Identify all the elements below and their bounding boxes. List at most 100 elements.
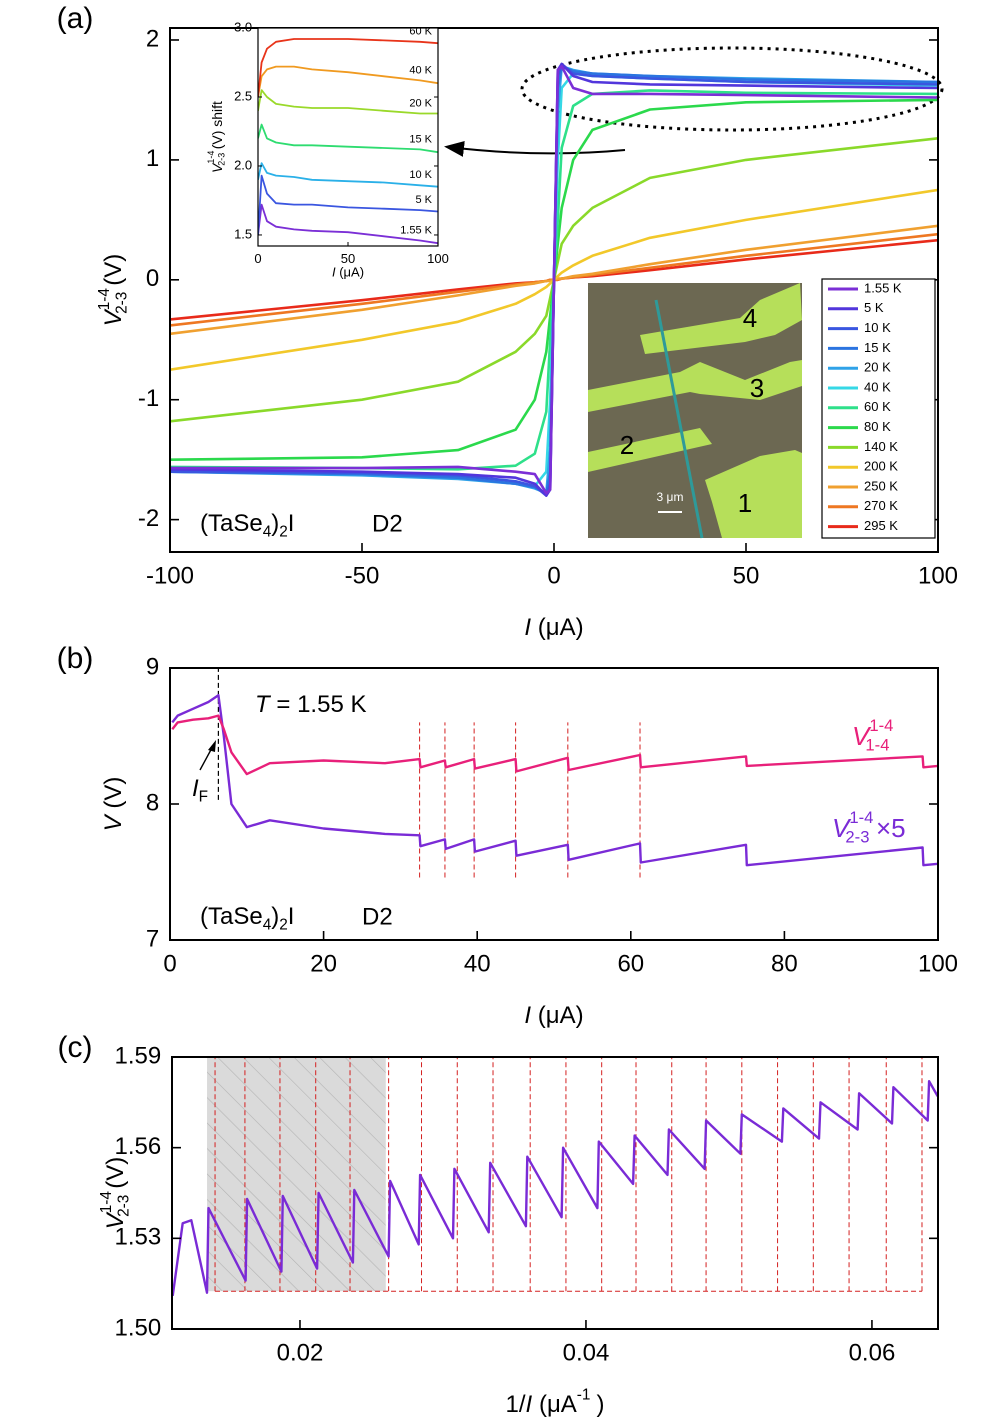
label: V1-42-3 (V) shift bbox=[206, 101, 226, 173]
x-tick-label: 100 bbox=[427, 251, 449, 266]
x-tick-label: 50 bbox=[733, 563, 760, 590]
label-part: V bbox=[832, 813, 852, 843]
if-arrowhead bbox=[208, 740, 216, 752]
label-part: V bbox=[100, 813, 127, 831]
data-line bbox=[258, 174, 438, 236]
legend-label: 250 K bbox=[864, 478, 898, 493]
x-tick-label: 0.06 bbox=[849, 1340, 896, 1367]
label-part: V bbox=[102, 1211, 129, 1229]
label-part: 1-4 bbox=[206, 151, 216, 164]
x-tick-label: -100 bbox=[146, 563, 194, 590]
x-tick-label: 40 bbox=[464, 951, 491, 978]
label: I (μA) bbox=[524, 614, 583, 641]
x-tick-label: 60 bbox=[617, 951, 644, 978]
x-tick-label: 80 bbox=[771, 951, 798, 978]
curve-label: 10 K bbox=[409, 169, 432, 181]
contact-label: 3 bbox=[750, 373, 764, 403]
label-part: 4 bbox=[263, 917, 272, 934]
contact-pad bbox=[588, 360, 802, 412]
legend-label: 200 K bbox=[864, 459, 898, 474]
curve-label: 15 K bbox=[409, 133, 432, 145]
contact-pad bbox=[588, 428, 712, 472]
label-part: ) bbox=[271, 510, 279, 537]
label-part: (μA) bbox=[538, 614, 584, 641]
y-axis-label: V1-42-3 (V) shift bbox=[206, 101, 226, 173]
y-tick-label: 2.0 bbox=[234, 157, 252, 172]
data-line bbox=[258, 162, 438, 188]
label-part: 4 bbox=[263, 524, 272, 541]
data-line bbox=[258, 65, 438, 98]
arrow bbox=[444, 140, 626, 157]
legend-label: 60 K bbox=[864, 399, 891, 414]
data-line bbox=[171, 694, 938, 867]
legend-label: 15 K bbox=[864, 340, 891, 355]
y-tick-label: -1 bbox=[138, 385, 159, 412]
x-tick-label: 0 bbox=[547, 563, 560, 590]
label: I (μA) bbox=[524, 1002, 583, 1029]
label-part: (V) bbox=[100, 777, 127, 809]
x-tick-label: 100 bbox=[918, 951, 958, 978]
label-part: 2 bbox=[279, 917, 288, 934]
microscope-image bbox=[588, 283, 802, 539]
legend-label: 10 K bbox=[864, 320, 891, 335]
contact-label: 1 bbox=[738, 488, 752, 518]
panel-label: (a) bbox=[57, 2, 94, 35]
data-line bbox=[258, 38, 438, 98]
contact-pad bbox=[640, 283, 802, 354]
label-part: 1-4 bbox=[869, 716, 893, 735]
y-tick-label: 1.53 bbox=[114, 1224, 161, 1251]
panel-label: (c) bbox=[58, 1031, 93, 1064]
x-tick-label: 0 bbox=[254, 251, 261, 266]
label-part: (TaSe bbox=[200, 903, 263, 930]
label-part: (V) bbox=[100, 254, 127, 286]
label-part: (V) shift bbox=[209, 101, 225, 149]
label-part: 2-3 bbox=[114, 292, 131, 314]
label-part: (μA bbox=[539, 1391, 577, 1418]
legend-label: 5 K bbox=[864, 300, 884, 315]
data-line bbox=[258, 89, 438, 115]
highlight-ellipse bbox=[520, 46, 944, 132]
x-tick-label: 0.04 bbox=[563, 1340, 610, 1367]
curve-label: 1.55 K bbox=[400, 224, 432, 236]
data-line bbox=[171, 714, 938, 776]
label-part: I bbox=[526, 1391, 533, 1418]
label-part: (μA) bbox=[538, 1002, 584, 1029]
y-axis-label: V (V) bbox=[100, 777, 127, 832]
label-part: V bbox=[209, 162, 225, 173]
y-tick-label: 8 bbox=[146, 789, 159, 816]
label-part: ×5 bbox=[876, 813, 906, 843]
curve-label: 60 K bbox=[409, 26, 432, 38]
label-part: 2-3 bbox=[845, 828, 869, 847]
y-tick-label: 1.56 bbox=[114, 1133, 161, 1160]
x-tick-label: 50 bbox=[341, 251, 355, 266]
y-tick-label: 1 bbox=[146, 145, 159, 172]
label-part: 1/ bbox=[506, 1391, 526, 1418]
legend-label: 40 K bbox=[864, 379, 891, 394]
legend-label: 295 K bbox=[864, 518, 898, 533]
y-tick-label: 0 bbox=[146, 265, 159, 292]
scale-bar-label: 3 μm bbox=[657, 490, 684, 504]
label: V (V) bbox=[100, 777, 127, 832]
y-axis-label: V1-42-3 (V) bbox=[98, 1157, 133, 1230]
data-line bbox=[258, 203, 438, 245]
x-tick-label: -50 bbox=[345, 563, 380, 590]
label-part: 2-3 bbox=[116, 1195, 133, 1217]
curve-label: 20 K bbox=[409, 97, 432, 109]
label: (TaSe4)2I bbox=[200, 510, 294, 540]
y-tick-label: -2 bbox=[138, 505, 159, 532]
data-line bbox=[258, 123, 438, 154]
legend-label: 80 K bbox=[864, 419, 891, 434]
device-label: D2 bbox=[372, 510, 403, 537]
label-part: = 1.55 K bbox=[276, 691, 366, 718]
data-line bbox=[170, 65, 938, 495]
y-axis-label: V1-42-3 (V) bbox=[96, 254, 131, 327]
y-tick-label: 2.5 bbox=[234, 88, 252, 103]
label: V1-4 2-3 ×5 bbox=[832, 808, 906, 846]
label-part: F bbox=[199, 789, 208, 806]
label: I (μA) bbox=[332, 265, 364, 280]
label-part: 1-4 bbox=[98, 1191, 115, 1214]
device-label: D2 bbox=[362, 903, 393, 930]
x-tick-label: 0 bbox=[163, 951, 176, 978]
label: T = 1.55 K bbox=[255, 691, 366, 718]
